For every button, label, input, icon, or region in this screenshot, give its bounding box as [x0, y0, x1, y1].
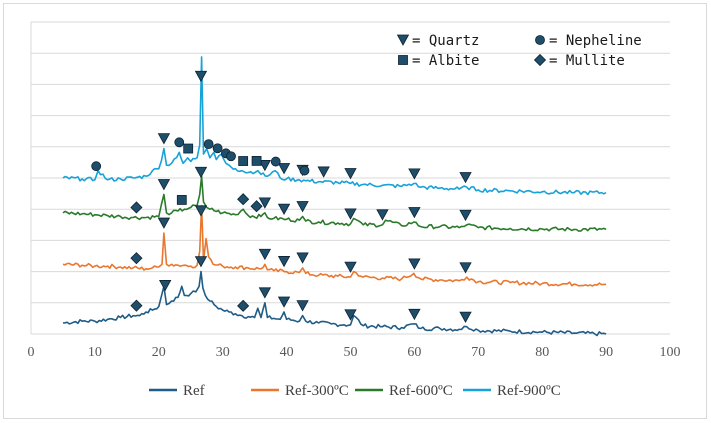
quartz-marker	[408, 308, 421, 321]
nepheline-marker	[91, 161, 102, 172]
marker-legend-label: = Mullite	[549, 53, 625, 69]
quartz-marker	[459, 311, 472, 323]
x-tick-label: 40	[280, 345, 294, 360]
x-tick-label: 0	[28, 345, 35, 360]
chart-frame: 0 10 20 30 40 50 60 70 80 90 100 = Quartz = Nepheli…	[3, 3, 707, 419]
marker-legend-label: = Albite	[412, 53, 479, 69]
nepheline-marker	[212, 143, 223, 154]
quartz-marker	[296, 201, 309, 213]
quartz-marker	[344, 208, 357, 220]
quartz-marker	[194, 166, 208, 179]
mullite-marker	[130, 201, 143, 214]
nepheline-marker	[174, 137, 185, 148]
marker-legend: = Quartz = Nepheline = Albite = Mullite	[396, 33, 642, 69]
quartz-marker	[408, 258, 421, 270]
quartz-marker	[344, 168, 357, 180]
quartz-marker	[459, 262, 472, 274]
quartz-marker	[194, 256, 208, 268]
albite-marker	[238, 156, 249, 166]
x-tick-label: 20	[152, 345, 166, 360]
x-tick-label: 60	[407, 345, 421, 360]
quartz-marker	[159, 280, 172, 292]
quartz-marker	[296, 252, 309, 264]
nepheline-marker	[226, 151, 236, 162]
nepheline-marker	[535, 35, 545, 45]
quartz-marker	[459, 209, 472, 222]
quartz-marker	[296, 300, 309, 312]
nepheline-marker	[203, 139, 214, 150]
series-line-3	[62, 56, 607, 196]
albite-marker	[176, 195, 187, 205]
quartz-marker	[459, 172, 472, 184]
mullite-marker	[130, 299, 143, 312]
legend-label: Ref-300ºC	[285, 383, 349, 399]
legend-label: Ref-900ºC	[497, 383, 561, 399]
quartz-marker	[157, 179, 171, 191]
x-tick-label: 90	[599, 345, 613, 360]
series-lines	[62, 56, 607, 337]
legend-label: Ref	[183, 383, 205, 399]
quartz-marker	[258, 197, 272, 209]
albite-marker	[398, 55, 408, 65]
mullite-marker	[130, 252, 143, 265]
phase-markers	[91, 70, 472, 323]
quartz-marker	[408, 168, 421, 180]
series-line-1	[62, 204, 607, 287]
quartz-marker	[408, 207, 421, 219]
quartz-marker	[277, 256, 291, 268]
albite-marker	[251, 156, 262, 166]
series-line-0	[62, 270, 607, 337]
mullite-marker	[237, 299, 250, 312]
marker-legend-label: = Quartz	[412, 33, 479, 49]
quartz-marker	[344, 261, 357, 273]
quartz-marker	[258, 287, 272, 299]
quartz-marker	[317, 166, 330, 178]
quartz-marker	[376, 209, 389, 221]
quartz-marker	[277, 163, 291, 175]
nepheline-marker	[270, 156, 281, 167]
x-tick-label: 80	[535, 345, 549, 360]
quartz-marker	[258, 248, 272, 261]
quartz-marker	[277, 203, 291, 215]
x-axis: 0 10 20 30 40 50 60 70 80 90 100	[28, 345, 681, 360]
series-line-2	[62, 175, 607, 232]
quartz-marker	[157, 133, 171, 145]
quartz-marker	[194, 70, 208, 83]
mullite-marker	[250, 200, 263, 213]
x-tick-label: 10	[88, 345, 102, 360]
quartz-marker	[396, 34, 410, 46]
marker-legend-label: = Nepheline	[549, 33, 642, 49]
mullite-marker	[237, 193, 250, 206]
nepheline-marker	[299, 165, 310, 176]
quartz-marker	[344, 309, 357, 321]
xrd-chart: 0 10 20 30 40 50 60 70 80 90 100 = Quartz = Nepheli…	[28, 21, 681, 399]
series-legend: Ref Ref-300ºC Ref-600ºC Ref-900ºC	[149, 383, 561, 399]
mullite-marker	[533, 53, 547, 67]
quartz-marker	[258, 160, 272, 172]
x-tick-label: 30	[216, 345, 230, 360]
quartz-marker	[277, 296, 291, 308]
quartz-marker	[157, 217, 171, 229]
x-tick-label: 70	[471, 345, 485, 360]
x-tick-label: 100	[660, 345, 681, 360]
x-tick-label: 50	[344, 345, 358, 360]
albite-marker	[183, 143, 194, 154]
quartz-marker	[194, 205, 208, 217]
legend-label: Ref-600ºC	[389, 383, 453, 399]
